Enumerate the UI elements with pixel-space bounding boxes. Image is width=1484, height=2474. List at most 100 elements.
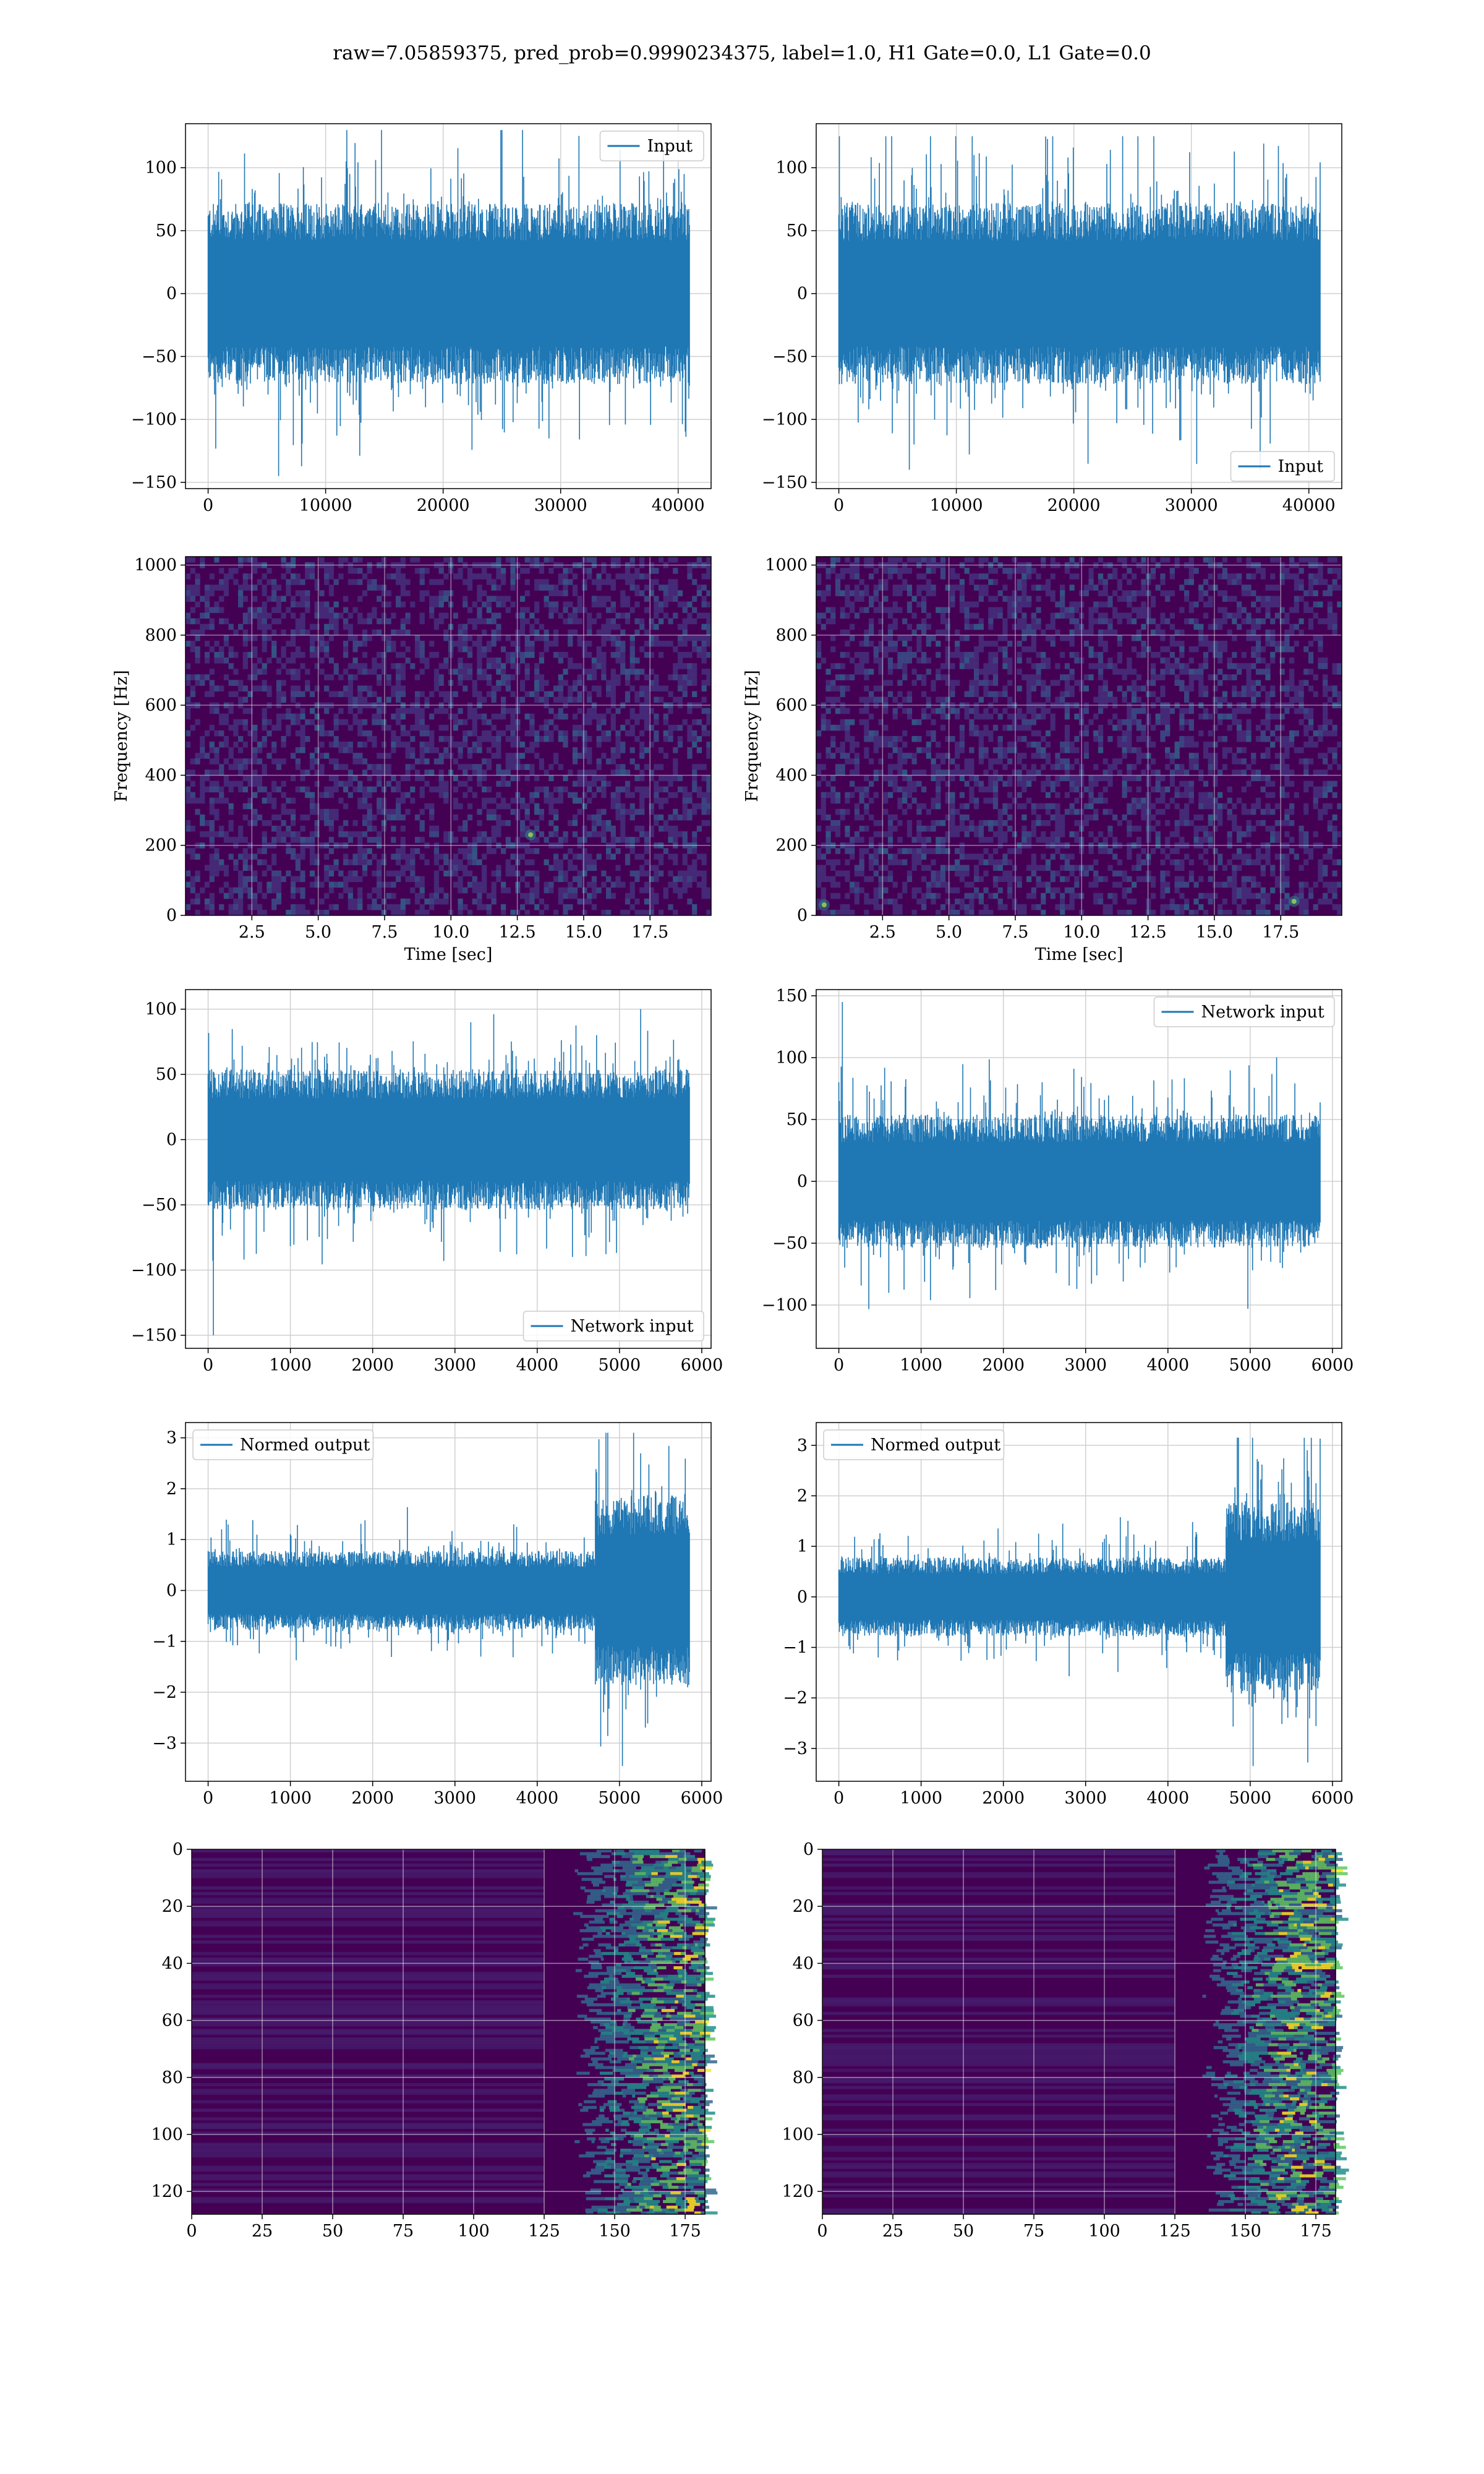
heatmap-cell	[262, 612, 267, 619]
heatmap-cell	[242, 724, 248, 731]
heatmap-cell	[381, 657, 387, 664]
heatmap-cell	[510, 764, 516, 770]
heatmap-cell	[883, 635, 889, 641]
heatmap-cell	[386, 870, 391, 877]
heatmap-cell	[219, 887, 224, 894]
heatmap-cell	[696, 612, 702, 619]
heatmap-cell	[692, 865, 697, 871]
heatmap-cell	[854, 663, 860, 669]
heatmap-cell	[491, 612, 497, 619]
heatmap-cell	[491, 579, 497, 585]
heatmap-cell	[544, 769, 549, 776]
heatmap-cell	[706, 635, 712, 641]
x-tick-label: 15.0	[565, 923, 602, 942]
heatmap-cell	[978, 898, 984, 905]
heatmap-cell	[1002, 708, 1008, 714]
heatmap-cell	[629, 640, 635, 647]
heatmap-cell	[601, 562, 607, 568]
heatmap-cell	[271, 742, 277, 748]
heatmap-cell	[587, 769, 592, 776]
heatmap-cell	[419, 708, 425, 714]
heatmap-cell	[372, 669, 377, 675]
heatmap-cell	[343, 881, 349, 888]
heatmap-cell	[348, 691, 353, 698]
heatmap-cell	[314, 747, 320, 753]
heatmap-cell	[1055, 562, 1060, 568]
heatmap-cell	[1079, 629, 1085, 636]
heatmap-cell	[472, 708, 477, 714]
heatmap-cell	[309, 753, 315, 759]
heatmap-cell	[262, 831, 267, 837]
heatmap-cell	[453, 742, 458, 748]
heatmap-cell	[276, 596, 282, 602]
heatmap-cell	[1012, 568, 1018, 574]
heatmap-cell	[859, 826, 864, 832]
heatmap-cell	[1017, 876, 1022, 883]
heatmap-cell	[1036, 904, 1041, 910]
heatmap-cell	[601, 663, 607, 669]
heatmap-cell	[448, 696, 454, 703]
heatmap-cell	[654, 854, 659, 860]
heatmap-cell	[601, 730, 607, 737]
heatmap-cell	[936, 909, 941, 916]
heatmap-cell	[477, 635, 482, 641]
heatmap-cell	[515, 797, 521, 804]
heatmap-cell	[969, 680, 974, 686]
heatmap-cell	[659, 854, 664, 860]
heatmap-cell	[864, 562, 869, 568]
heatmap-cell	[563, 702, 568, 709]
heatmap-cell	[692, 635, 697, 641]
heatmap-cell	[701, 696, 707, 703]
heatmap-cell	[352, 719, 358, 726]
heatmap-cell	[706, 837, 712, 843]
heatmap-cell	[195, 573, 200, 580]
heatmap-cell	[233, 842, 239, 849]
heatmap-cell	[959, 724, 965, 731]
heatmap-cell	[926, 887, 931, 894]
heatmap-cell	[281, 736, 286, 742]
heatmap-cell	[228, 826, 234, 832]
heatmap-cell	[639, 573, 645, 580]
heatmap-cell	[821, 842, 826, 849]
heatmap-cell	[878, 646, 884, 653]
heatmap-cell	[529, 887, 535, 894]
heatmap-cell	[477, 652, 482, 658]
heatmap-cell	[1007, 596, 1013, 602]
heatmap-cell	[997, 865, 1003, 871]
heatmap-cell	[467, 814, 473, 821]
heatmap-cell	[969, 775, 974, 781]
heatmap-cell	[931, 562, 936, 568]
x-tick-label: 1000	[900, 1356, 942, 1375]
heatmap-cell	[443, 859, 449, 865]
heatmap-cell	[1055, 820, 1060, 826]
heatmap-cell	[601, 870, 607, 877]
heatmap-cell	[992, 724, 999, 731]
heatmap-cell	[433, 892, 440, 899]
x-axis-label: Time [sec]	[404, 945, 493, 964]
heatmap-cell	[988, 691, 994, 698]
heatmap-cell	[563, 854, 568, 860]
heatmap-cell	[300, 826, 305, 832]
heatmap-cell	[362, 719, 368, 726]
heatmap-cell	[992, 758, 999, 764]
heatmap-cell	[591, 831, 597, 837]
heatmap-cell	[629, 657, 635, 664]
heatmap-cell	[286, 870, 291, 877]
heatmap-cell	[873, 657, 879, 664]
heatmap-cell	[988, 859, 994, 865]
heatmap-cell	[314, 601, 320, 608]
heatmap-cell	[510, 808, 516, 815]
heatmap-cell	[458, 635, 463, 641]
heatmap-cell	[286, 848, 291, 854]
heatmap-cell	[701, 640, 707, 647]
heatmap-cell	[429, 747, 435, 753]
heatmap-cell	[568, 663, 573, 669]
heatmap-cell	[448, 736, 454, 742]
heatmap-cell	[190, 618, 195, 625]
heatmap-cell	[821, 808, 826, 815]
heatmap-cell	[983, 820, 989, 826]
heatmap-cell	[458, 764, 463, 770]
heatmap-cell	[1045, 623, 1051, 630]
heatmap-cell	[448, 742, 454, 748]
heatmap-cell	[367, 786, 372, 793]
